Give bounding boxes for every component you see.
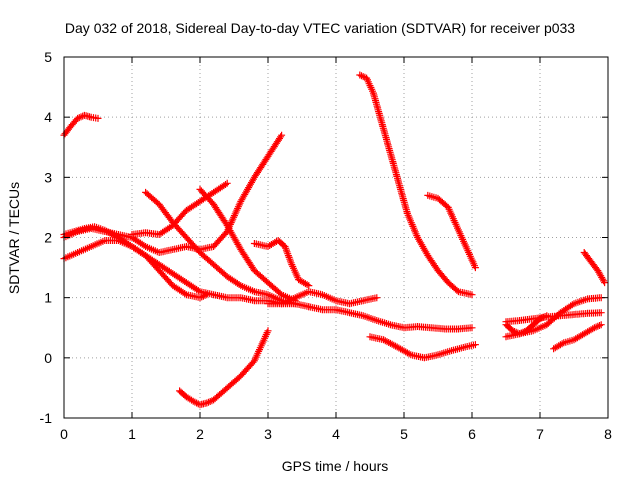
x-tick-label: 4 [332, 426, 340, 442]
series-arc-09 [264, 288, 381, 308]
y-tick-label: 4 [44, 109, 52, 125]
series-markers [580, 249, 609, 287]
series-arc-10 [305, 303, 476, 333]
series-markers [196, 185, 299, 305]
series-markers [60, 111, 102, 139]
series-arc-17 [502, 312, 551, 338]
x-tick-label: 8 [604, 426, 612, 442]
x-tick-label: 3 [264, 426, 272, 442]
y-tick-label: 0 [44, 350, 52, 366]
series-markers [176, 327, 272, 409]
series-markers [502, 312, 551, 338]
x-tick-label: 1 [128, 426, 136, 442]
y-axis-label: SDTVAR / TECUs [6, 182, 22, 294]
x-tick-labels: 0 1 2 3 4 5 6 7 8 [60, 426, 612, 442]
y-tick-labels: -1 0 1 2 3 4 5 [40, 49, 53, 426]
x-tick-label: 6 [468, 426, 476, 442]
series-markers [305, 303, 476, 333]
y-tick-label: -1 [40, 410, 53, 426]
series-markers [264, 288, 381, 308]
x-tick-label: 0 [60, 426, 68, 442]
x-tick-label: 5 [400, 426, 408, 442]
y-tick-label: 3 [44, 169, 52, 185]
grid-lines [64, 57, 608, 418]
data-series [60, 71, 609, 409]
series-arc-07 [196, 185, 299, 305]
series-arc-19 [580, 249, 609, 287]
series-arc-14 [366, 333, 479, 362]
series-markers [424, 191, 479, 272]
series-line [63, 134, 283, 254]
series-markers [366, 333, 479, 362]
chart-title: Day 032 of 2018, Sidereal Day-to-day VTE… [65, 20, 575, 36]
series-arc-13 [424, 191, 479, 272]
x-axis-label: GPS time / hours [282, 458, 389, 474]
x-tick-label: 2 [196, 426, 204, 442]
series-markers [356, 71, 476, 299]
y-tick-label: 5 [44, 49, 52, 65]
series-arc-01 [60, 111, 102, 139]
series-arc-11 [176, 327, 272, 409]
x-tick-label: 7 [536, 426, 544, 442]
axis-ticks [63, 56, 609, 419]
y-tick-label: 2 [44, 230, 52, 246]
series-arc-18 [550, 321, 605, 353]
series-markers [550, 321, 605, 353]
series-arc-08 [250, 237, 313, 290]
y-tick-label: 1 [44, 290, 52, 306]
series-arc-12 [356, 71, 476, 299]
series-markers [250, 237, 313, 290]
